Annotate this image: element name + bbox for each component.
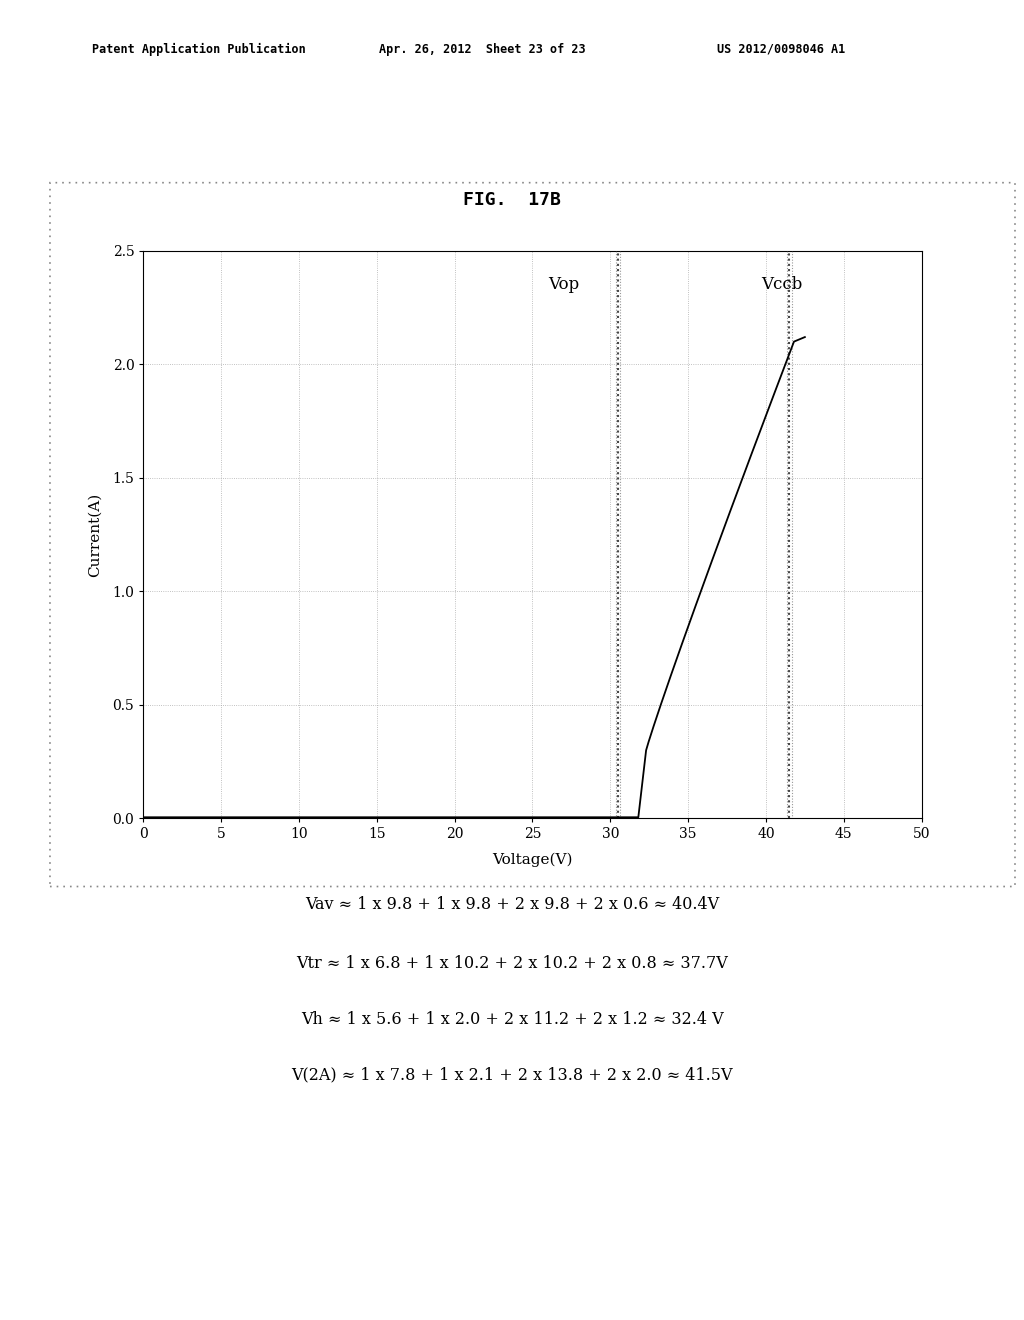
X-axis label: Voltage(V): Voltage(V) <box>493 853 572 867</box>
Text: Vop: Vop <box>548 276 580 293</box>
Text: Vccb: Vccb <box>761 276 803 293</box>
Text: Vh ≈ 1 x 5.6 + 1 x 2.0 + 2 x 11.2 + 2 x 1.2 ≈ 32.4 V: Vh ≈ 1 x 5.6 + 1 x 2.0 + 2 x 11.2 + 2 x … <box>301 1011 723 1027</box>
Text: Vav ≈ 1 x 9.8 + 1 x 9.8 + 2 x 9.8 + 2 x 0.6 ≈ 40.4V: Vav ≈ 1 x 9.8 + 1 x 9.8 + 2 x 9.8 + 2 x … <box>305 896 719 912</box>
Text: Patent Application Publication: Patent Application Publication <box>92 42 306 55</box>
Y-axis label: Current(A): Current(A) <box>87 492 101 577</box>
Text: US 2012/0098046 A1: US 2012/0098046 A1 <box>717 42 845 55</box>
Text: FIG.  17B: FIG. 17B <box>463 190 561 209</box>
Text: Vtr ≈ 1 x 6.8 + 1 x 10.2 + 2 x 10.2 + 2 x 0.8 ≈ 37.7V: Vtr ≈ 1 x 6.8 + 1 x 10.2 + 2 x 10.2 + 2 … <box>296 956 728 972</box>
Text: Apr. 26, 2012  Sheet 23 of 23: Apr. 26, 2012 Sheet 23 of 23 <box>379 42 586 55</box>
Text: V(2A) ≈ 1 x 7.8 + 1 x 2.1 + 2 x 13.8 + 2 x 2.0 ≈ 41.5V: V(2A) ≈ 1 x 7.8 + 1 x 2.1 + 2 x 13.8 + 2… <box>291 1067 733 1082</box>
